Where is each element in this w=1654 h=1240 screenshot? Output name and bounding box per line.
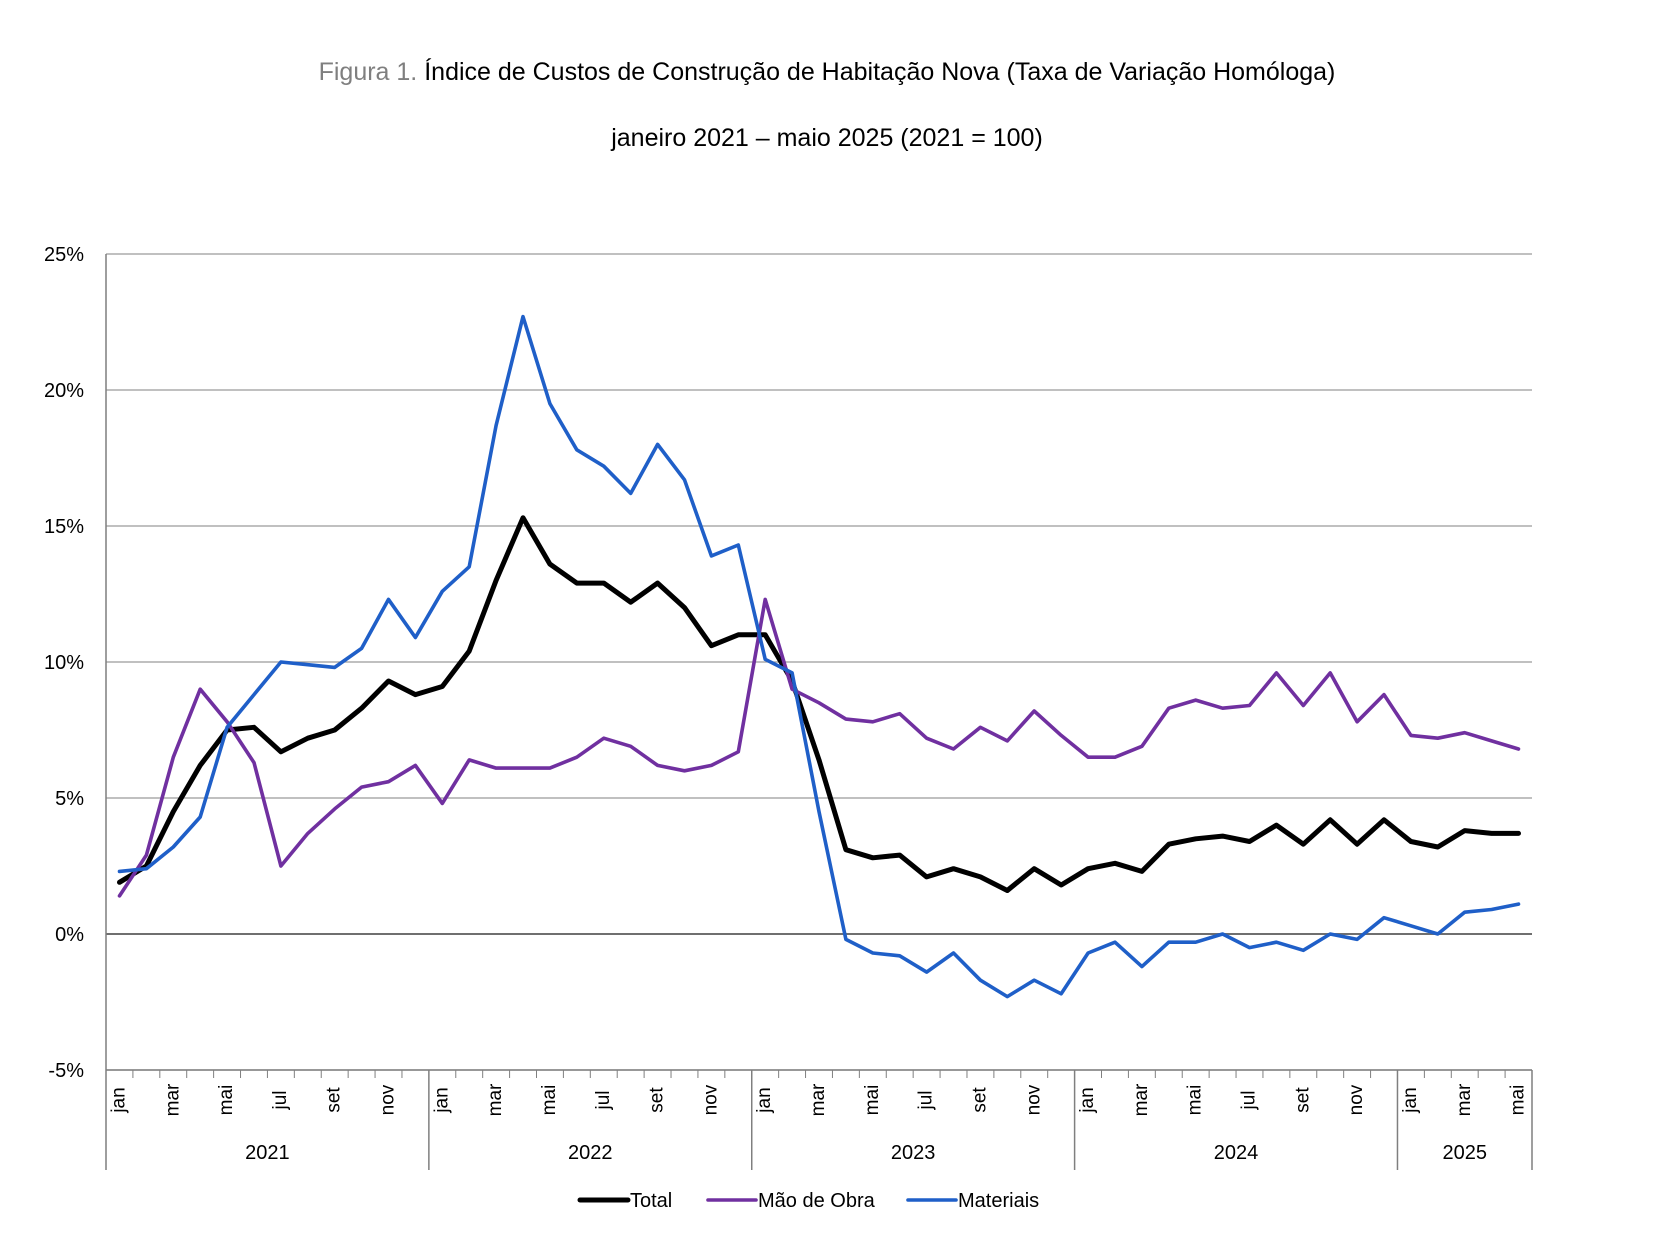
y-tick-label: 15% (44, 516, 84, 538)
legend-label: Total (630, 1190, 672, 1212)
x-month-label: mai (539, 1085, 560, 1116)
x-month-label: set (324, 1087, 345, 1113)
series-line-materiais (117, 314, 1521, 999)
chart-subtitle: janeiro 2021 – maio 2025 (2021 = 100) (611, 124, 1043, 152)
x-month-label: set (647, 1087, 668, 1113)
x-month-label: mar (485, 1083, 506, 1116)
x-month-label: mar (162, 1083, 183, 1116)
x-month-label: mai (862, 1085, 883, 1116)
x-month-label: set (969, 1087, 990, 1113)
x-month-label: set (1292, 1087, 1313, 1113)
x-year-label: 2021 (245, 1142, 290, 1164)
x-month-label: jul (270, 1090, 291, 1110)
y-tick-label: 0% (55, 924, 84, 946)
chart-title: Figura 1. Índice de Custos de Construção… (0, 58, 1654, 87)
legend: Total Mão de Obra Materiais (577, 1190, 1039, 1212)
y-tick-label: 5% (55, 788, 84, 810)
x-month-label: mai (1185, 1085, 1206, 1116)
x-month-label: nov (700, 1084, 721, 1115)
x-year-label: 2025 (1442, 1142, 1487, 1164)
y-tick-label: 10% (44, 652, 84, 674)
figure-label: Figura 1. (318, 58, 418, 86)
y-tick-label: 20% (44, 380, 84, 402)
x-month-label: jul (916, 1090, 937, 1110)
x-axis: jan mar mai jul set nov 2021 jan mar mai jul set nov… (106, 1069, 1533, 1170)
x-month-label: nov (1346, 1084, 1367, 1115)
x-month-label: jan (1400, 1087, 1421, 1113)
series-lines (117, 314, 1521, 999)
x-month-label: jan (1077, 1087, 1098, 1113)
series-line-total (117, 515, 1521, 893)
y-tick-label: 25% (44, 244, 84, 266)
x-month-label: mai (216, 1085, 237, 1116)
x-month-label: jul (1239, 1090, 1260, 1110)
gridlines (105, 253, 1532, 1170)
y-tick-label: -5% (48, 1060, 84, 1082)
x-month-label: mar (1131, 1083, 1152, 1116)
x-month-label: jan (754, 1087, 775, 1113)
x-month-label: jan (108, 1087, 129, 1113)
x-month-label: mar (1454, 1083, 1475, 1116)
x-year-label: 2023 (891, 1142, 936, 1164)
x-year-label: 2024 (1214, 1142, 1259, 1164)
x-month-label: mar (808, 1083, 829, 1116)
legend-label: Materiais (958, 1190, 1039, 1212)
chart-title-text: Índice de Custos de Construção de Habita… (424, 58, 1336, 86)
x-month-label: nov (378, 1084, 399, 1115)
x-month-label: nov (1023, 1084, 1044, 1115)
series-line-mão-de-obra (117, 597, 1521, 898)
x-year-label: 2022 (568, 1142, 613, 1164)
y-axis-tick-labels: -5% 0% 5% 10% 15% 20% 25% (44, 244, 84, 1082)
x-month-label: jul (593, 1090, 614, 1110)
legend-label: Mão de Obra (758, 1190, 876, 1212)
x-month-label: mai (1508, 1085, 1529, 1116)
x-month-label: jan (431, 1087, 452, 1113)
